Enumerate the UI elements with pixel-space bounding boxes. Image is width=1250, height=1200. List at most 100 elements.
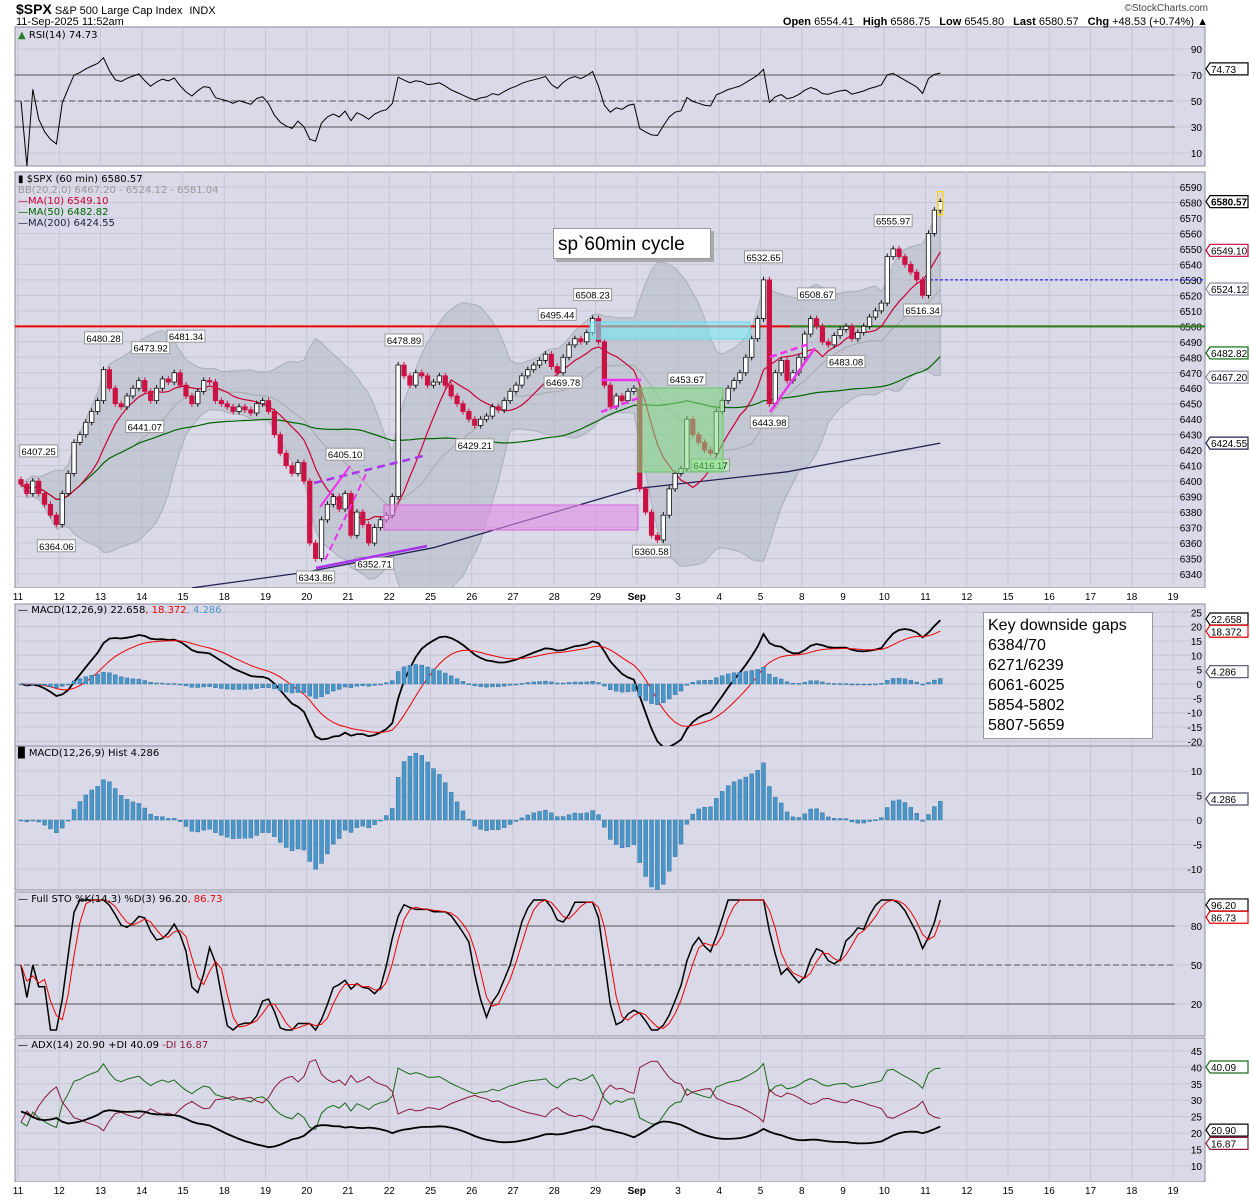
- hist-histogram-bar: [18, 819, 24, 822]
- candle: [183, 382, 189, 400]
- macd-histogram-bar: [867, 683, 872, 686]
- date-tick: 25: [425, 1186, 437, 1197]
- candle-body: [83, 421, 89, 436]
- macd-histogram-bar: [879, 683, 884, 685]
- date-tick: 22: [384, 592, 396, 603]
- candle-body: [843, 325, 849, 330]
- macd-line: [20, 619, 941, 746]
- hist-histogram-bar: [714, 798, 719, 821]
- macd-histogram-bar: [802, 681, 807, 685]
- hist-histogram-bar: [590, 810, 595, 821]
- rsi-panel: [14, 26, 1206, 167]
- candle-body: [112, 387, 118, 405]
- rsi-line: [20, 56, 941, 166]
- hist-histogram-bar: [490, 819, 495, 830]
- macd-histogram-bar: [331, 683, 336, 692]
- macd-histogram-bar: [920, 683, 925, 686]
- value-tag-text: 6482.82: [1211, 349, 1248, 360]
- hist-histogram-bar: [230, 819, 236, 840]
- hist-histogram-bar: [289, 819, 295, 851]
- macd-histogram-bar: [790, 682, 796, 685]
- candle: [354, 508, 360, 539]
- price-label: 6405.10: [325, 447, 365, 461]
- candle: [737, 369, 743, 384]
- candle-body: [30, 480, 36, 494]
- macd-histogram-bar: [413, 664, 419, 685]
- price-axis-tick: 6360: [1180, 539, 1203, 550]
- price-label: 6516.34: [903, 303, 943, 317]
- macd-histogram-bar: [395, 671, 401, 685]
- candle: [925, 230, 932, 299]
- trendline-upper: [313, 453, 428, 485]
- candle-body: [772, 372, 778, 405]
- candle-body: [501, 400, 507, 411]
- candle-body: [413, 372, 419, 386]
- macd-legend: — MACD(12,26,9) 22.658, 18.372, 4.286: [18, 605, 222, 616]
- macd-histogram-bar: [319, 683, 324, 697]
- adx-mdi-legend: -DI 16.87: [158, 1040, 209, 1051]
- macd-histogram-bar: [443, 672, 448, 685]
- price-label-box: [19, 444, 59, 458]
- macd-histogram-bar: [708, 679, 713, 685]
- candle-body: [206, 380, 213, 383]
- candle: [483, 413, 490, 423]
- rsi-axis-tick: 50: [1191, 97, 1203, 108]
- macd-histogram-bar: [861, 683, 866, 686]
- price-label-box: [296, 570, 336, 584]
- brand-link[interactable]: ©StockCharts.com: [1124, 3, 1208, 14]
- consolidation-zone-green: [637, 387, 724, 473]
- hist-histogram-bar: [537, 811, 542, 821]
- price-axis-tick: 6380: [1180, 508, 1203, 519]
- candle-body: [124, 395, 130, 408]
- candle-body: [436, 375, 442, 383]
- hist-histogram-bar: [454, 801, 460, 821]
- candle: [878, 300, 884, 314]
- sto-d-line: [20, 899, 941, 1030]
- macd-histogram-bar: [826, 682, 831, 685]
- candle-body: [489, 406, 496, 417]
- hist-histogram-bar: [42, 819, 47, 826]
- chg-value: +48.53 (+0.74%) ▲: [1112, 16, 1208, 28]
- candle: [371, 524, 378, 547]
- price-axis-tick: 6440: [1180, 415, 1203, 426]
- hist-histogram-bar: [283, 819, 289, 848]
- adx-value-tag: 20.90: [1205, 1123, 1249, 1137]
- hist-histogram-bar: [48, 819, 53, 830]
- adx-axis-tick: 30: [1191, 1096, 1203, 1107]
- adx-axis-tick: 25: [1191, 1113, 1203, 1124]
- candle-body: [619, 395, 625, 402]
- candle: [743, 354, 749, 376]
- macd-histogram-bar: [384, 682, 389, 685]
- candle-body: [766, 279, 772, 405]
- hist-histogram-bar: [784, 811, 790, 821]
- macd-histogram-bar: [832, 683, 837, 685]
- sto-legend: — Full STO %K(14,3) %D(3) 96.20, 86.73: [18, 894, 223, 905]
- macd-axis-tick: 0: [1196, 680, 1202, 691]
- candle: [324, 501, 331, 523]
- hist-histogram-bar: [938, 801, 943, 821]
- candle: [825, 338, 831, 348]
- sto-axis-tick: 20: [1191, 1000, 1203, 1011]
- hist-histogram-bar: [460, 810, 466, 821]
- macd-histogram-bar: [808, 680, 813, 685]
- macd-histogram-bar: [154, 682, 159, 685]
- candle: [872, 307, 879, 321]
- hist-histogram-bar: [926, 814, 931, 821]
- macd-histogram-bar: [289, 683, 295, 694]
- candle-body: [183, 384, 189, 397]
- value-tag-text: 86.73: [1211, 913, 1236, 924]
- value-tag-box: [1205, 1060, 1249, 1074]
- date-tick: 27: [507, 592, 519, 603]
- candle-body: [755, 318, 761, 340]
- date-tick: 18: [219, 1186, 231, 1197]
- macd-histogram-bar: [118, 676, 124, 685]
- price-label-box: [384, 333, 424, 347]
- hist-histogram-bar: [861, 819, 866, 824]
- date-tick: 21: [342, 1186, 354, 1197]
- value-tag-box: [1205, 665, 1249, 679]
- sto-value-tag: 86.73: [1205, 910, 1249, 924]
- candle-body: [307, 480, 313, 544]
- sto-k-line: [20, 899, 942, 1032]
- price-legend: ▮ $SPX (60 min) 6580.57 BB(20,2.0) 6467.…: [18, 174, 219, 229]
- date-tick: 16: [1044, 592, 1056, 603]
